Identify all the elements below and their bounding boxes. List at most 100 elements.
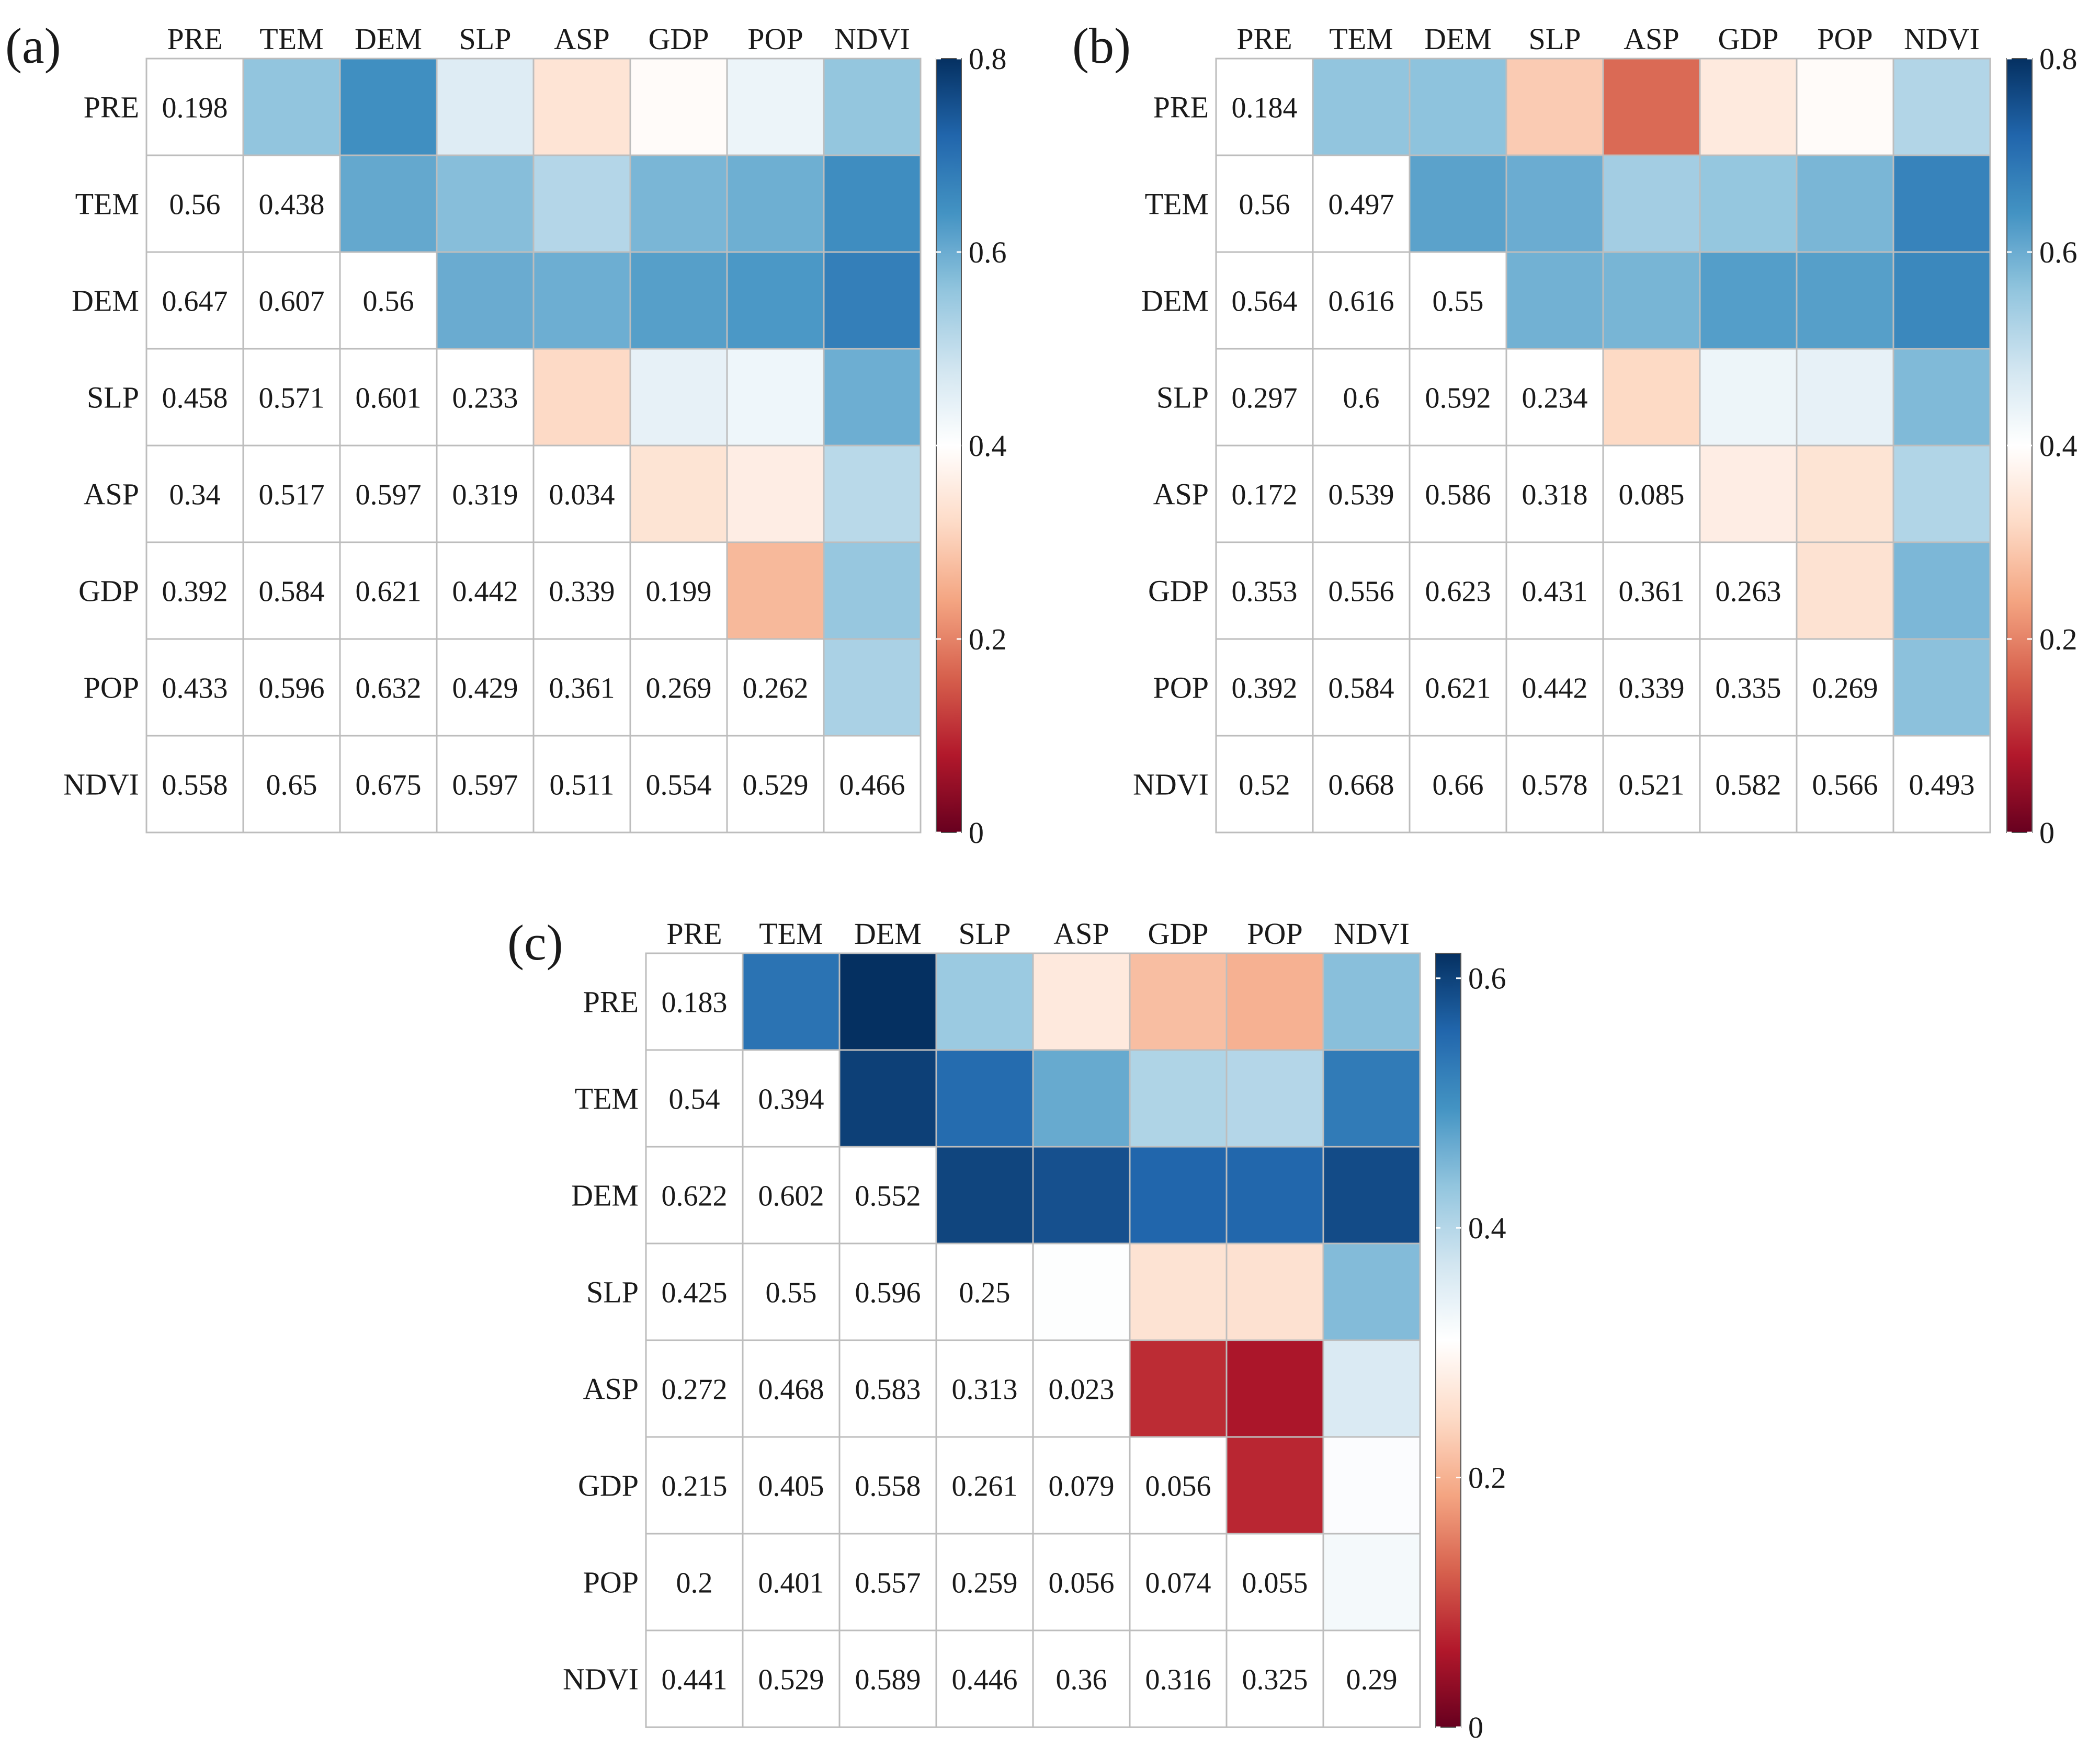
value-cell [935, 1436, 1034, 1535]
value-cell [242, 444, 341, 543]
column-label-tem: TEM [259, 22, 323, 56]
cell-value-label: 0.319 [452, 479, 518, 511]
value-cell [1215, 251, 1314, 350]
row-label-ndvi: NDVI [63, 768, 139, 802]
cell-value-label: 0.438 [259, 189, 325, 221]
column-label-ndvi: NDVI [1334, 917, 1410, 951]
cell-value-label: 0.335 [1716, 672, 1781, 705]
cell-value-label: 0.54 [669, 1083, 720, 1116]
value-cell [242, 348, 341, 447]
cell-value-label: 0.583 [855, 1374, 921, 1406]
heatmap-cell [532, 58, 631, 156]
heatmap-cell [1796, 58, 1894, 156]
heatmap-cell [823, 348, 922, 447]
cell-value-label: 0.607 [259, 286, 325, 318]
row-label-dem: DEM [571, 1179, 639, 1213]
row-label-gdp: GDP [1148, 574, 1209, 608]
cell-value-label: 0.493 [1909, 769, 1975, 802]
value-cell [1032, 1436, 1131, 1535]
value-cell [339, 541, 438, 640]
heatmap-cell [1796, 541, 1894, 640]
panel-label: (c) [507, 915, 563, 971]
heatmap-cell [1699, 444, 1798, 543]
cell-value-label: 0.259 [952, 1567, 1018, 1600]
cell-value-label: 0.441 [662, 1664, 728, 1696]
cell-value-label: 0.602 [758, 1180, 824, 1213]
value-cell [1312, 735, 1411, 834]
heatmap-cell [823, 638, 922, 737]
heatmap-cell [339, 154, 438, 253]
heatmap-cell [1312, 58, 1411, 156]
column-label-asp: ASP [554, 22, 609, 56]
cell-value-label: 0.458 [162, 382, 228, 415]
cell-value-label: 0.199 [646, 576, 712, 608]
cell-value-label: 0.446 [952, 1664, 1018, 1696]
heatmap-cell [1322, 1049, 1421, 1148]
cell-value-label: 0.597 [356, 479, 422, 511]
heatmap-cell [1602, 154, 1701, 253]
cell-value-label: 0.316 [1145, 1664, 1211, 1696]
heatmap-cell [823, 444, 922, 543]
heatmap-cell [1796, 154, 1894, 253]
heatmap-cell [1322, 1339, 1421, 1438]
heatmap-cell [1225, 1242, 1324, 1341]
cell-value-label: 0.297 [1232, 382, 1298, 415]
cell-value-label: 0.566 [1812, 769, 1878, 802]
value-cell [935, 1339, 1034, 1438]
value-cell [1215, 444, 1314, 543]
heatmap-cell [1892, 541, 1991, 640]
cell-value-label: 0.313 [952, 1374, 1018, 1406]
column-label-gdp: GDP [1718, 22, 1778, 56]
cell-value-label: 0.29 [1346, 1664, 1398, 1696]
heatmap-cell [1225, 1436, 1324, 1535]
cell-value-label: 0.405 [758, 1470, 824, 1503]
heatmap-cell [1225, 1049, 1324, 1148]
row-label-ndvi: NDVI [1133, 768, 1209, 802]
heatmap-cell [436, 154, 535, 253]
heatmap-cell [629, 348, 728, 447]
heatmap-panel-c: (c) PRE TEM DEM SLP ASP GDP POP NDVI PRE TEM DEM SLP… [507, 915, 1506, 1744]
cell-value-label: 0.529 [758, 1664, 824, 1696]
colorbar-tick-label: 0.2 [1468, 1461, 1506, 1495]
row-label-tem: TEM [1145, 187, 1209, 221]
cell-value-label: 0.511 [550, 769, 615, 802]
cell-value-label: 0.622 [662, 1180, 728, 1213]
column-label-pre: PRE [1236, 22, 1292, 56]
heatmap-cell [629, 154, 728, 253]
cell-value-label: 0.558 [162, 769, 228, 802]
cell-value-label: 0.55 [1433, 286, 1484, 318]
cell-value-label: 0.353 [1232, 576, 1298, 608]
row-label-pre: PRE [84, 90, 139, 124]
cell-value-label: 0.184 [1232, 92, 1298, 124]
value-cell [1312, 541, 1411, 640]
row-label-slp: SLP [87, 381, 139, 415]
value-cell [339, 251, 438, 350]
heatmap-cell [823, 251, 922, 350]
cell-value-label: 0.497 [1329, 189, 1394, 221]
cell-value-label: 0.269 [646, 672, 712, 705]
value-cell [645, 1629, 744, 1728]
value-cell [1312, 638, 1411, 737]
cell-value-label: 0.582 [1716, 769, 1781, 802]
value-cell [1699, 638, 1798, 737]
value-cell [838, 1146, 937, 1245]
heatmap-cell [532, 154, 631, 253]
cell-value-label: 0.056 [1049, 1567, 1115, 1600]
heatmap-cell [935, 1049, 1034, 1148]
grid-frame [645, 952, 1421, 1728]
colorbar-tick-label: 0.8 [2039, 42, 2078, 76]
column-label-ndvi: NDVI [1904, 22, 1980, 56]
colorbar-tick-label: 0.6 [1468, 962, 1506, 996]
cell-value-label: 0.234 [1522, 382, 1588, 415]
heatmap-cell [532, 251, 631, 350]
heatmap-cell [1892, 348, 1991, 447]
heatmap-cell [1602, 348, 1701, 447]
row-label-tem: TEM [75, 187, 139, 221]
row-label-pop: POP [1153, 671, 1209, 705]
heatmap-cell [1699, 58, 1798, 156]
heatmap-cell [1032, 1049, 1131, 1148]
column-label-tem: TEM [759, 917, 823, 951]
column-label-pop: POP [1817, 22, 1872, 56]
cell-value-label: 0.675 [356, 769, 422, 802]
